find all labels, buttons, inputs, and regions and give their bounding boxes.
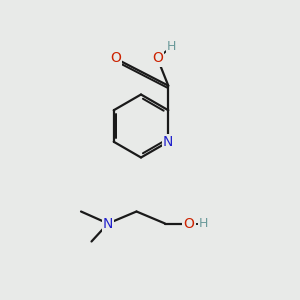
Text: O: O [110, 52, 121, 65]
Text: N: N [103, 217, 113, 230]
Text: O: O [152, 52, 163, 65]
Text: H: H [167, 40, 176, 53]
Text: N: N [163, 135, 173, 149]
Text: O: O [184, 217, 194, 230]
Text: H: H [199, 217, 208, 230]
